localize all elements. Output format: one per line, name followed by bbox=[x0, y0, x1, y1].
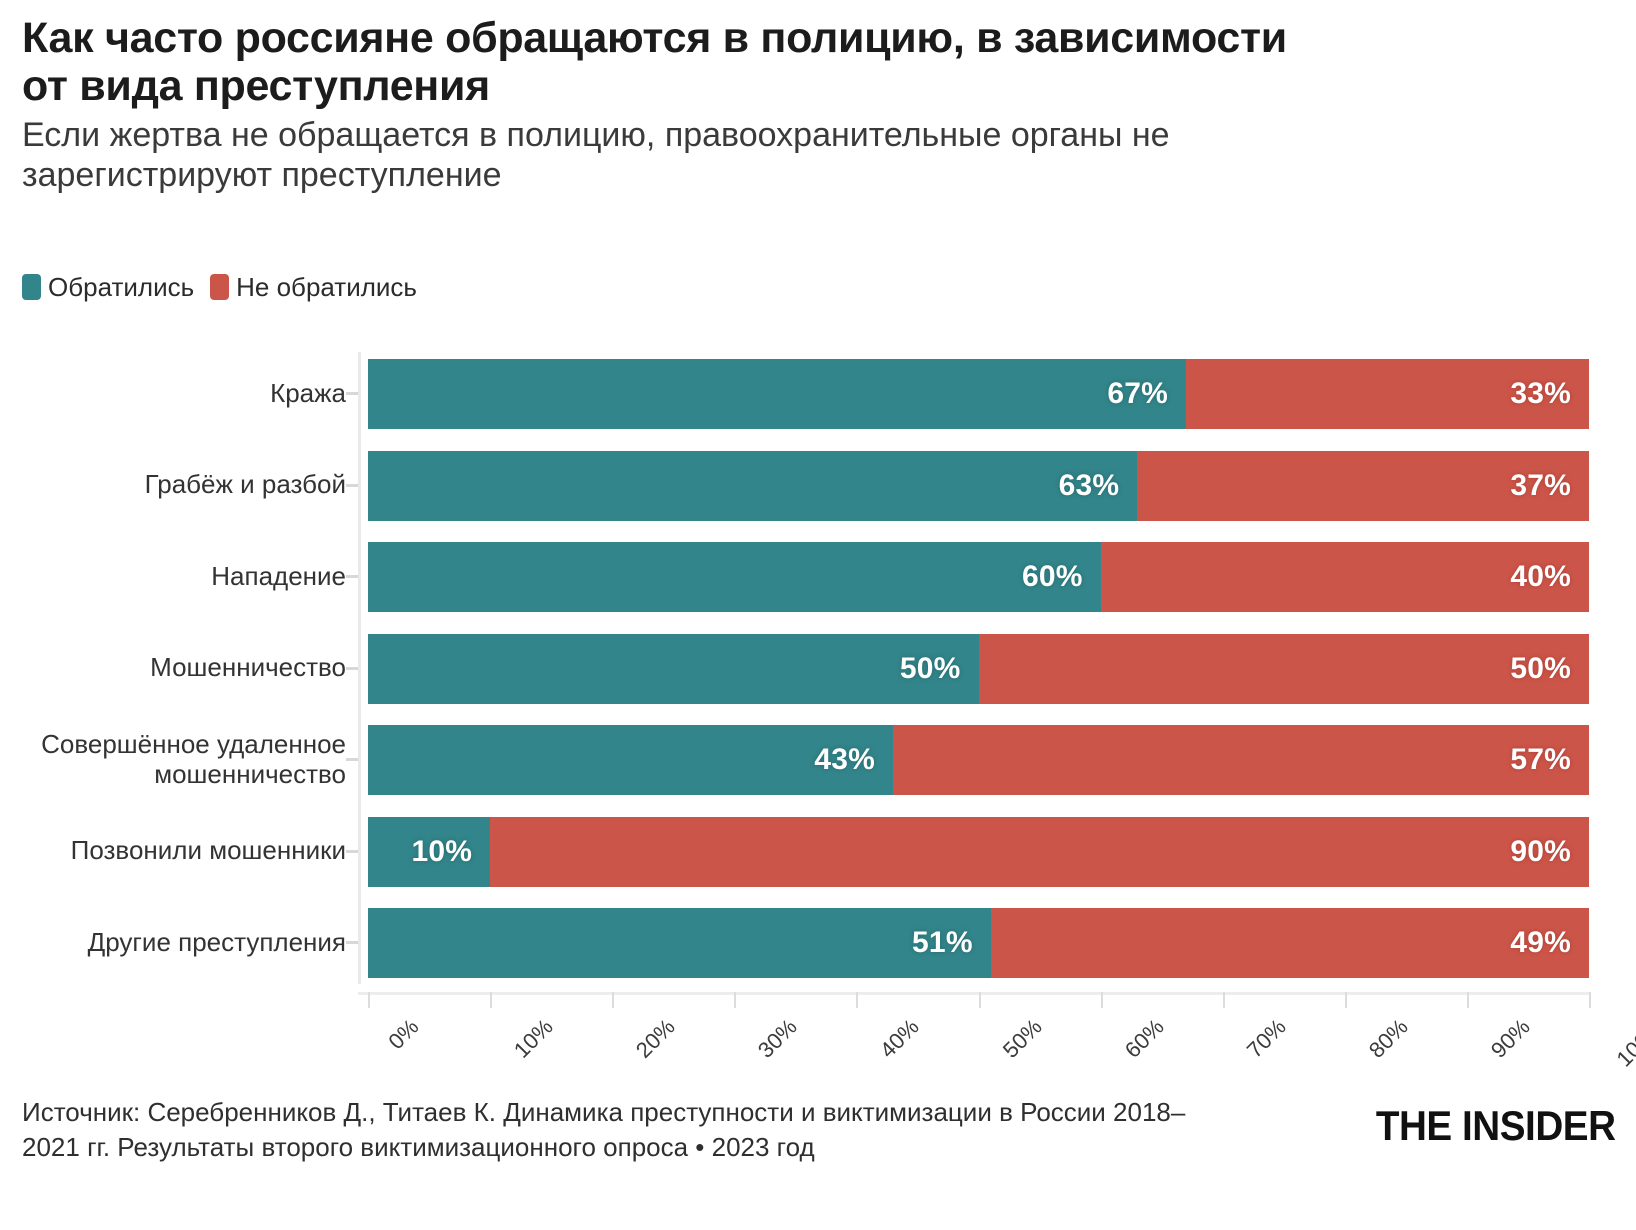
x-tick-mark bbox=[1222, 992, 1225, 1008]
bar-segment-ne-obratilis[interactable]: 37% bbox=[1137, 450, 1589, 521]
chart-legend: Обратились Не обратились bbox=[22, 274, 417, 300]
x-tick-mark bbox=[1100, 992, 1103, 1008]
y-tick-mark bbox=[346, 849, 358, 853]
bar-row: Мошенничество 50% 50% bbox=[0, 623, 1636, 715]
bar-segment-obratilis[interactable]: 50% bbox=[368, 633, 979, 704]
y-tick-mark bbox=[346, 483, 358, 487]
page-title: Как часто россияне обращаются в полицию,… bbox=[22, 14, 1287, 111]
stacked-bar: 10% 90% bbox=[368, 816, 1589, 887]
category-label: Позвонили мошенники bbox=[70, 835, 346, 866]
legend-item-ne-obratilis[interactable]: Не обратились bbox=[210, 274, 417, 300]
bar-value-label: 63% bbox=[1058, 468, 1120, 502]
x-tick-label: 40% bbox=[875, 1014, 925, 1063]
bar-value-label: 33% bbox=[1510, 377, 1571, 410]
category-label: Кража bbox=[270, 377, 346, 408]
x-axis-line bbox=[358, 992, 1590, 995]
chart-plot-area: Кража 67% 33% Грабёж и разбой 63% 37% Нападени… bbox=[0, 348, 1636, 1088]
bar-row: Грабёж и разбой 63% 37% bbox=[0, 440, 1636, 532]
x-tick-label: 0% bbox=[383, 1014, 424, 1055]
stacked-bar: 43% 57% bbox=[368, 725, 1589, 795]
bar-segment-ne-obratilis[interactable]: 40% bbox=[1100, 542, 1589, 612]
y-tick-mark bbox=[346, 575, 358, 579]
bar-rows: Кража 67% 33% Грабёж и разбой 63% 37% Нападени… bbox=[0, 348, 1636, 989]
y-tick-mark bbox=[346, 392, 358, 396]
x-tick-mark bbox=[1344, 992, 1347, 1008]
category-label: Другие преступления bbox=[87, 926, 346, 957]
bar-value-label: 51% bbox=[912, 926, 973, 959]
legend-swatch-icon-red bbox=[210, 274, 230, 300]
bar-row: Нападение 60% 40% bbox=[0, 531, 1636, 623]
x-tick-label: 20% bbox=[631, 1014, 680, 1063]
legend-label: Обратились bbox=[48, 272, 195, 302]
bar-row: Позвонили мошенники 10% 90% bbox=[0, 806, 1636, 898]
bar-value-label: 49% bbox=[1510, 926, 1571, 959]
y-tick-mark bbox=[346, 666, 358, 670]
bar-value-label: 50% bbox=[1510, 651, 1571, 685]
stacked-bar: 50% 50% bbox=[368, 633, 1589, 704]
bar-segment-ne-obratilis[interactable]: 50% bbox=[978, 633, 1589, 704]
x-tick-mark bbox=[978, 992, 981, 1008]
y-tick-mark bbox=[346, 758, 358, 762]
bar-value-label: 90% bbox=[1510, 834, 1571, 868]
bar-segment-obratilis[interactable]: 63% bbox=[368, 450, 1138, 521]
bar-segment-obratilis[interactable]: 60% bbox=[368, 542, 1101, 612]
category-label: Мошенничество bbox=[150, 652, 346, 683]
category-label: Грабёж и разбой bbox=[144, 469, 346, 500]
chart-header: Как часто россияне обращаются в полицию,… bbox=[22, 14, 1612, 196]
bar-segment-ne-obratilis[interactable]: 57% bbox=[893, 725, 1589, 795]
x-tick-label: 30% bbox=[753, 1014, 803, 1063]
source-note: Источник: Серебренников Д., Титаев К. Ди… bbox=[22, 1097, 1186, 1162]
category-label: Нападение bbox=[211, 560, 346, 591]
bar-segment-ne-obratilis[interactable]: 90% bbox=[490, 816, 1589, 887]
bar-value-label: 57% bbox=[1510, 743, 1571, 776]
bar-row: Совершённое удаленное мошенничество 43% 57… bbox=[0, 714, 1636, 806]
bar-value-label: 10% bbox=[411, 834, 473, 868]
x-tick-label: 100% bbox=[1611, 1014, 1636, 1072]
x-tick-mark bbox=[1466, 992, 1469, 1008]
x-axis: 0% 10% 20% 30% 40% 50% 60% 70% 80% 90% 100% bbox=[0, 992, 1636, 1088]
bar-row: Кража 67% 33% bbox=[0, 348, 1636, 440]
y-axis-line bbox=[358, 352, 361, 984]
bar-segment-obratilis[interactable]: 10% bbox=[368, 816, 491, 887]
x-tick-label: 10% bbox=[508, 1014, 558, 1063]
x-tick-label: 50% bbox=[997, 1014, 1047, 1063]
y-tick-mark bbox=[346, 941, 358, 945]
x-tick-label: 80% bbox=[1363, 1014, 1413, 1063]
bar-segment-ne-obratilis[interactable]: 33% bbox=[1186, 359, 1589, 429]
category-label: Совершённое удаленное мошенничество bbox=[41, 729, 346, 789]
plot-grid: Кража 67% 33% Грабёж и разбой 63% 37% Нападени… bbox=[0, 348, 1636, 988]
bar-value-label: 37% bbox=[1510, 468, 1571, 502]
bar-value-label: 67% bbox=[1107, 377, 1169, 410]
stacked-bar: 63% 37% bbox=[368, 450, 1589, 521]
x-tick-mark bbox=[1589, 992, 1591, 1008]
stacked-bar: 67% 33% bbox=[368, 359, 1589, 429]
x-tick-mark bbox=[490, 992, 493, 1008]
x-tick-label: 70% bbox=[1241, 1014, 1291, 1063]
stacked-bar: 51% 49% bbox=[368, 908, 1589, 978]
bar-segment-obratilis[interactable]: 67% bbox=[368, 359, 1187, 429]
bar-value-label: 60% bbox=[1021, 560, 1083, 593]
legend-swatch-icon-teal bbox=[22, 274, 41, 300]
x-tick-mark bbox=[734, 992, 737, 1008]
page-subtitle: Если жертва не обращается в полицию, пра… bbox=[22, 116, 1170, 195]
bar-segment-obratilis[interactable]: 51% bbox=[368, 908, 991, 978]
x-tick-mark bbox=[368, 992, 370, 1008]
x-tick-mark bbox=[856, 992, 859, 1008]
bar-value-label: 40% bbox=[1510, 560, 1571, 593]
legend-label: Не обратились bbox=[236, 272, 417, 302]
bar-segment-obratilis[interactable]: 43% bbox=[368, 725, 894, 795]
bar-row: Другие преступления 51% 49% bbox=[0, 897, 1636, 989]
brand-logo: THE INSIDER bbox=[1376, 1102, 1616, 1149]
bar-segment-ne-obratilis[interactable]: 49% bbox=[990, 908, 1589, 978]
bar-value-label: 50% bbox=[899, 651, 961, 685]
x-tick-mark bbox=[612, 992, 615, 1008]
legend-item-obratilis[interactable]: Обратились bbox=[22, 274, 194, 300]
bar-value-label: 43% bbox=[814, 743, 876, 776]
x-tick-label: 60% bbox=[1119, 1014, 1169, 1063]
chart-footer: Источник: Серебренников Д., Титаев К. Ди… bbox=[22, 1095, 1622, 1205]
stacked-bar: 60% 40% bbox=[368, 542, 1589, 612]
x-tick-label: 90% bbox=[1485, 1014, 1535, 1063]
